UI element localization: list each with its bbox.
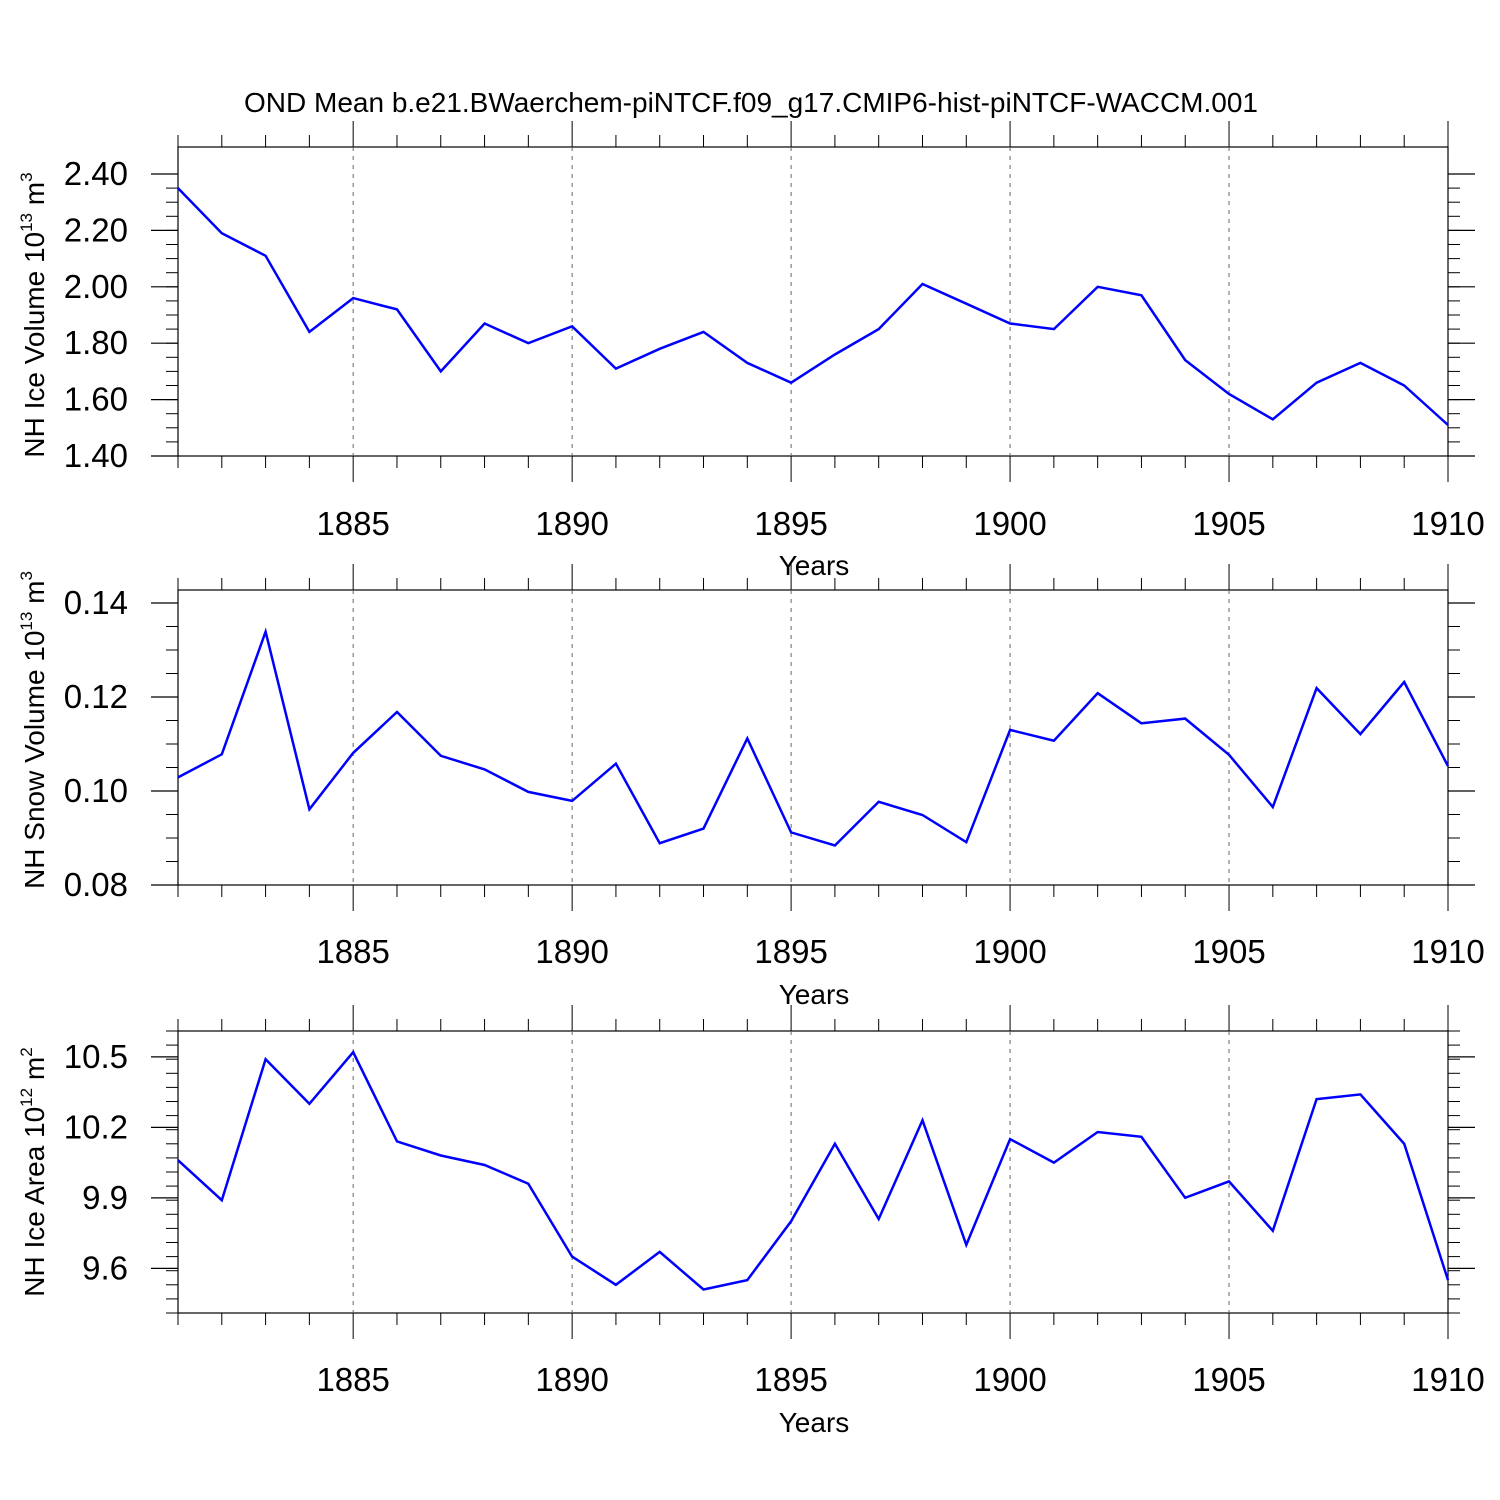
y-tick-label: 9.9: [82, 1179, 128, 1216]
y-tick-label: 2.40: [64, 155, 128, 192]
y-tick-label: 1.60: [64, 381, 128, 418]
x-axis-label: Years: [779, 979, 850, 1010]
x-tick-label: 1910: [1411, 933, 1484, 970]
x-tick-label: 1890: [535, 1361, 608, 1398]
series-line: [177, 187, 1449, 426]
y-axis-label: NH Ice Area 1012 m2: [17, 1047, 50, 1296]
x-tick-label: 1900: [973, 933, 1046, 970]
panel-ice-area: 9.6 9.9 10.2 10.5 1885 1890 1895 1900 1905 1910 Ye…: [17, 1005, 1485, 1438]
y-tick-label: 2.00: [64, 268, 128, 305]
x-tick-label: 1885: [316, 1361, 389, 1398]
x-axis-label: Years: [779, 1407, 850, 1438]
x-tick-label: 1885: [316, 505, 389, 542]
x-tick-label: 1900: [973, 1361, 1046, 1398]
x-tick-label: 1910: [1411, 505, 1484, 542]
y-tick-label: 0.12: [64, 678, 128, 715]
figure-title: OND Mean b.e21.BWaerchem-piNTCF.f09_g17.…: [244, 87, 1258, 118]
y-tick-label: 10.2: [64, 1108, 128, 1145]
plot-frame: [177, 589, 1449, 886]
y-tick-label: 10.5: [64, 1038, 128, 1075]
y-tick-label: 0.10: [64, 772, 128, 809]
y-tick-label: 2.20: [64, 211, 128, 248]
x-tick-label: 1895: [754, 933, 827, 970]
panel-ice-volume: 1.40 1.60 1.80 2.00 2.20 2.40 1885 1890 1895 1900…: [17, 121, 1485, 581]
y-tick-label: 1.80: [64, 324, 128, 361]
y-tick-label: 0.14: [64, 584, 128, 621]
panel-snow-volume: 0.08 0.10 0.12 0.14 1885 1890 1895 1900 1905 1910…: [17, 564, 1485, 1010]
plot-frame: [177, 146, 1449, 457]
x-tick-label: 1885: [316, 933, 389, 970]
x-tick-label: 1895: [754, 505, 827, 542]
series-line: [177, 627, 1450, 847]
x-tick-label: 1900: [973, 505, 1046, 542]
x-tick-label: 1910: [1411, 1361, 1484, 1398]
x-tick-label: 1890: [535, 505, 608, 542]
x-axis-label: Years: [779, 550, 850, 581]
y-tick-label: 9.6: [82, 1249, 128, 1286]
plot-frame: [177, 1030, 1449, 1314]
x-tick-label: 1905: [1192, 1361, 1265, 1398]
y-axis-label: NH Ice Volume 1013 m3: [17, 172, 50, 457]
x-tick-label: 1890: [535, 933, 608, 970]
y-axis-label: NH Snow Volume 1013 m3: [17, 571, 50, 889]
y-tick-label: 0.08: [64, 866, 128, 903]
x-tick-label: 1895: [754, 1361, 827, 1398]
y-tick-label: 1.40: [64, 437, 128, 474]
series-line: [177, 1049, 1450, 1291]
plots-container: 1.40 1.60 1.80 2.00 2.20 2.40 1885 1890 1895 1900…: [17, 121, 1485, 1438]
x-tick-label: 1905: [1192, 505, 1265, 542]
x-tick-label: 1905: [1192, 933, 1265, 970]
